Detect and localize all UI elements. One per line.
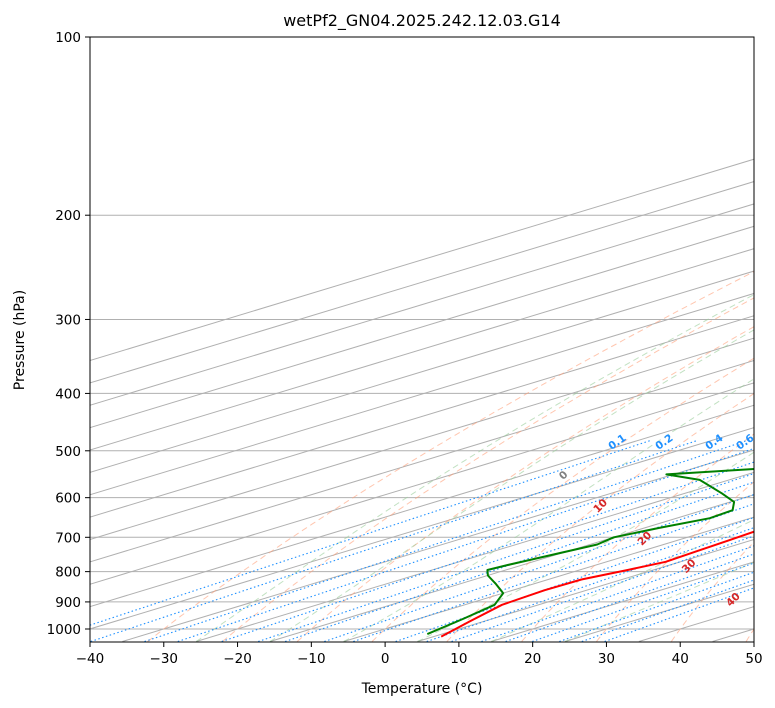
axes: −40 −30 −20 −10 0 10 20 30 40 50 100 200 300 400 500 60… — [47, 30, 763, 667]
y-tick-label: 500 — [55, 444, 81, 460]
isotherm-line — [90, 181, 754, 384]
moist-adiabat-line — [343, 378, 754, 642]
isotherm-line — [90, 158, 754, 362]
x-tick-label: 10 — [450, 651, 467, 667]
dry-adiabat-line — [147, 271, 754, 642]
isotherm-line — [90, 203, 754, 406]
isoline-labels: 0.10.20.40.611.52346810131620253036-100-… — [557, 432, 756, 609]
y-tick-label: 600 — [55, 491, 81, 507]
mixing-ratio-line — [177, 447, 754, 642]
y-tick-label: 100 — [55, 30, 81, 46]
y-tick-label: 400 — [55, 386, 81, 402]
x-tick-label: −20 — [223, 651, 252, 667]
y-tick-label: 900 — [55, 595, 81, 611]
mixing-ratio-line — [221, 461, 754, 642]
mixing-ratio-line — [604, 587, 754, 642]
isotherm-line — [90, 270, 754, 473]
dry-adiabat-line — [596, 481, 754, 642]
background-lines — [90, 37, 754, 642]
x-tick-label: 50 — [745, 651, 762, 667]
isotherm-line — [417, 538, 754, 642]
moist-adiabat-line — [417, 451, 754, 642]
y-tick-label: 700 — [55, 530, 81, 546]
y-axis-title: Pressure (hPa) — [12, 290, 28, 390]
dry-adiabat-line — [670, 541, 754, 642]
x-tick-label: 40 — [672, 651, 689, 667]
x-tick-label: 0 — [381, 651, 390, 667]
isotherm-line — [90, 382, 754, 585]
dry-adiabat-line — [446, 392, 754, 642]
y-tick-label: 200 — [55, 208, 81, 224]
isotherm-line — [90, 248, 754, 451]
y-tick-label: 300 — [55, 312, 81, 328]
isotherm-line — [90, 292, 754, 496]
moist-adiabat-line — [195, 294, 754, 642]
dry-adiabat-line — [222, 297, 754, 642]
y-tick-label: 1000 — [47, 622, 81, 638]
mixing-ratio-line — [532, 562, 754, 642]
mixing-ratio-line — [505, 553, 754, 642]
mixing-ratio-line — [559, 571, 754, 642]
mixing-ratio-line — [258, 472, 754, 642]
mixing-ratio-line — [581, 579, 754, 642]
temperature-profile-line — [440, 530, 754, 638]
x-tick-label: 20 — [524, 651, 541, 667]
mixing-ratio-line — [284, 481, 754, 642]
isotherm-line — [90, 225, 754, 429]
dewpoint-profile-line — [426, 468, 754, 636]
isotherm-line — [196, 471, 754, 642]
x-axis-title: Temperature (°C) — [361, 681, 483, 697]
mixing-ratio-line — [90, 439, 698, 642]
dry-adiabat-line — [521, 433, 754, 642]
y-tick-label: 800 — [55, 565, 81, 581]
x-tick-label: −40 — [76, 651, 105, 667]
mixing-ratio-line — [395, 516, 754, 642]
x-tick-label: 30 — [598, 651, 615, 667]
moist-adiabat-line — [491, 519, 754, 642]
x-tick-label: −10 — [297, 651, 326, 667]
isotherm-line — [90, 315, 754, 518]
x-tick-label: −30 — [150, 651, 179, 667]
isotherm-line — [90, 359, 754, 563]
dry-adiabat-line — [296, 326, 754, 642]
chart-title: wetPf2_GN04.2025.242.12.03.G14 — [283, 11, 561, 31]
plot-frame — [89, 36, 755, 643]
isotherm-line — [90, 404, 754, 608]
isotherm-line — [90, 427, 754, 630]
mixing-ratio-line — [144, 439, 748, 642]
isotherm-line — [269, 494, 754, 642]
isotherm-line — [122, 449, 754, 642]
mixing-ratio-line — [481, 545, 754, 642]
profile-lines — [426, 468, 754, 638]
isotherm-line — [90, 337, 754, 540]
isotherm-line — [343, 516, 754, 642]
